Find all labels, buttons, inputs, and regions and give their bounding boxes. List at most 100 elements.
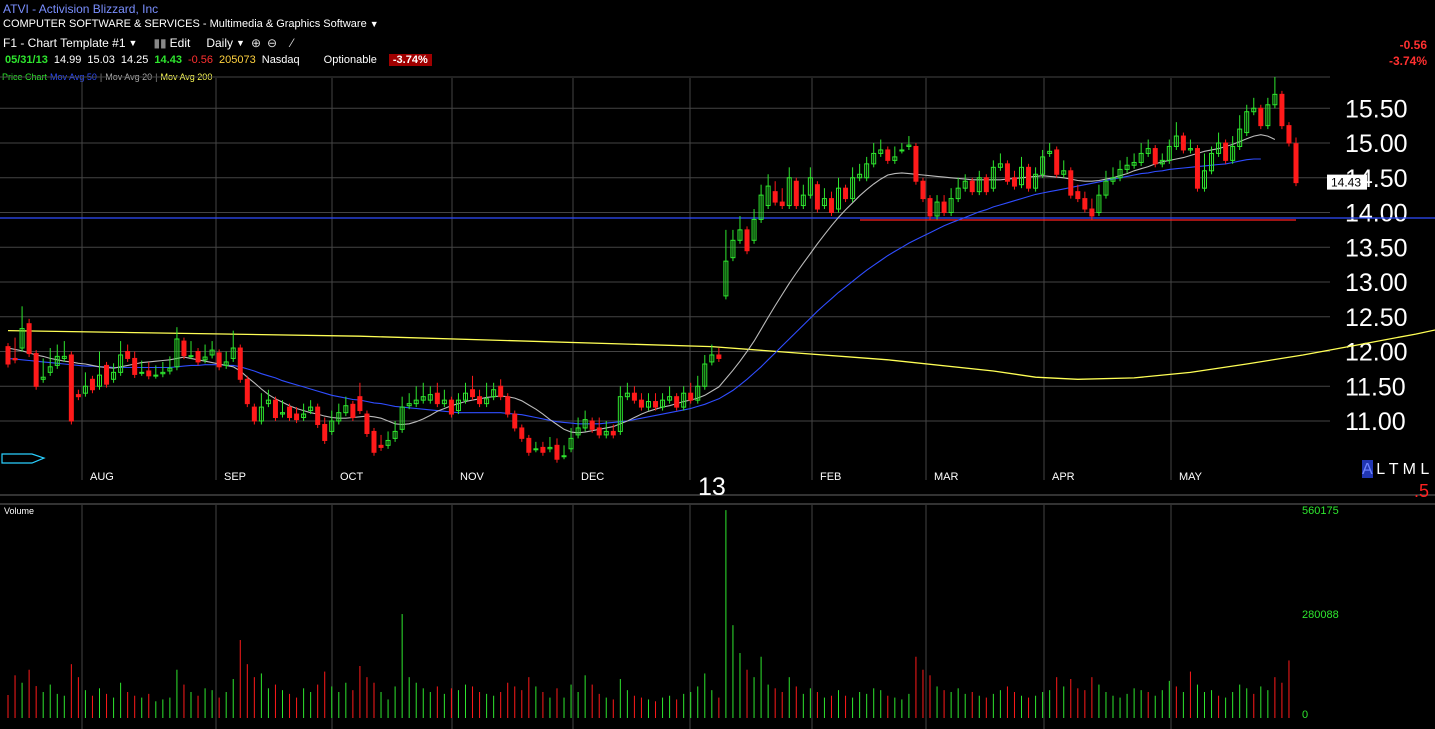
candle-body <box>336 412 342 422</box>
candle <box>568 427 574 453</box>
candle-body <box>26 323 32 355</box>
year-label: 13 <box>698 473 726 501</box>
candle-body <box>33 353 39 387</box>
candle <box>1110 167 1116 185</box>
candle-body <box>674 396 680 408</box>
candle-body <box>146 370 152 377</box>
candle-body <box>125 351 131 359</box>
candle-body <box>758 194 764 220</box>
chevron-down-icon: ▼ <box>236 38 245 48</box>
candle <box>54 344 60 369</box>
candle-body <box>786 177 792 207</box>
candle <box>821 188 827 210</box>
candle-body <box>237 347 243 380</box>
volume-tick-label: 280088 <box>1302 609 1339 621</box>
candle <box>385 431 391 449</box>
candle <box>1117 160 1123 182</box>
candle <box>265 389 271 408</box>
candle <box>1103 170 1109 199</box>
candle <box>702 354 708 390</box>
candle-body <box>1124 164 1130 170</box>
candle-body <box>779 201 785 207</box>
candle <box>484 382 490 408</box>
candle-body <box>308 406 314 412</box>
candle-body <box>89 378 95 391</box>
chevron-down-icon: ▼ <box>369 19 379 29</box>
candle <box>603 421 609 439</box>
candle-body <box>617 396 623 432</box>
candle <box>899 143 905 154</box>
candle <box>1286 122 1292 147</box>
candle <box>1166 139 1172 164</box>
candle-body <box>1251 107 1257 113</box>
template-dropdown[interactable]: F1 - Chart Template #1 ▼ <box>3 36 137 50</box>
candle <box>941 195 947 216</box>
candle <box>934 195 940 220</box>
candle-body <box>807 177 813 196</box>
candle-body <box>96 374 102 387</box>
candle-body <box>1194 148 1200 189</box>
volume-tick-label: 560175 <box>1302 505 1339 517</box>
candle <box>427 386 433 404</box>
candle <box>498 379 504 401</box>
candle-body <box>688 392 694 401</box>
candle <box>1026 163 1032 192</box>
candle <box>1223 139 1229 164</box>
candle <box>920 177 926 203</box>
candle-body <box>653 401 659 408</box>
candle <box>174 327 180 371</box>
candle <box>1061 160 1067 178</box>
candle-body <box>1047 150 1053 154</box>
right-percent: -3.74% <box>1388 54 1427 68</box>
candle-body <box>315 406 321 425</box>
quote-exchange: Nasdaq <box>261 54 300 66</box>
candle <box>392 421 398 442</box>
candle-body <box>484 398 490 405</box>
candle-body <box>477 396 483 405</box>
candle-body <box>505 396 511 415</box>
candle <box>258 393 264 425</box>
industry-dropdown[interactable]: COMPUTER SOFTWARE & SERVICES - Multimedi… <box>3 18 379 30</box>
candle <box>695 375 701 404</box>
candle-body <box>976 177 982 193</box>
candle-body <box>1279 93 1285 127</box>
candle-body <box>1019 166 1025 186</box>
candle <box>251 403 257 425</box>
candle-body <box>364 413 370 435</box>
candle <box>477 389 483 408</box>
candle-body <box>899 149 905 152</box>
candle-body <box>512 413 518 429</box>
pencil-icon[interactable]: ⁄ <box>291 36 294 50</box>
edit-label: Edit <box>169 36 191 50</box>
candle-body <box>568 437 574 450</box>
candle <box>1033 167 1039 192</box>
candle-body <box>1202 170 1208 189</box>
candle-body <box>195 351 201 363</box>
candle-body <box>188 355 194 358</box>
candle-body <box>434 392 440 405</box>
candle <box>843 184 849 203</box>
candle-body <box>1293 143 1299 184</box>
candle <box>547 436 553 453</box>
candle <box>723 229 729 300</box>
zoom-out-icon[interactable]: ⊖ <box>267 36 278 50</box>
candle-body <box>1265 104 1271 127</box>
candle <box>357 382 363 415</box>
candle <box>610 424 616 439</box>
candle-body <box>1117 168 1123 179</box>
edit-button[interactable]: ▮▮ Edit <box>153 36 190 50</box>
candle <box>5 343 11 368</box>
candle <box>167 356 173 375</box>
candle-body <box>857 173 863 179</box>
candle <box>132 351 138 378</box>
zoom-in-icon[interactable]: ⊕ <box>250 36 261 50</box>
candle <box>1096 184 1102 216</box>
candle-body <box>209 349 215 356</box>
candle-body <box>1272 93 1278 106</box>
x-tick-label: FEB <box>820 471 841 483</box>
period-dropdown[interactable]: Daily ▼ <box>206 36 245 50</box>
candle <box>350 400 356 421</box>
candle-body <box>378 444 384 448</box>
y-tick-label: 12.50 <box>1345 304 1408 332</box>
